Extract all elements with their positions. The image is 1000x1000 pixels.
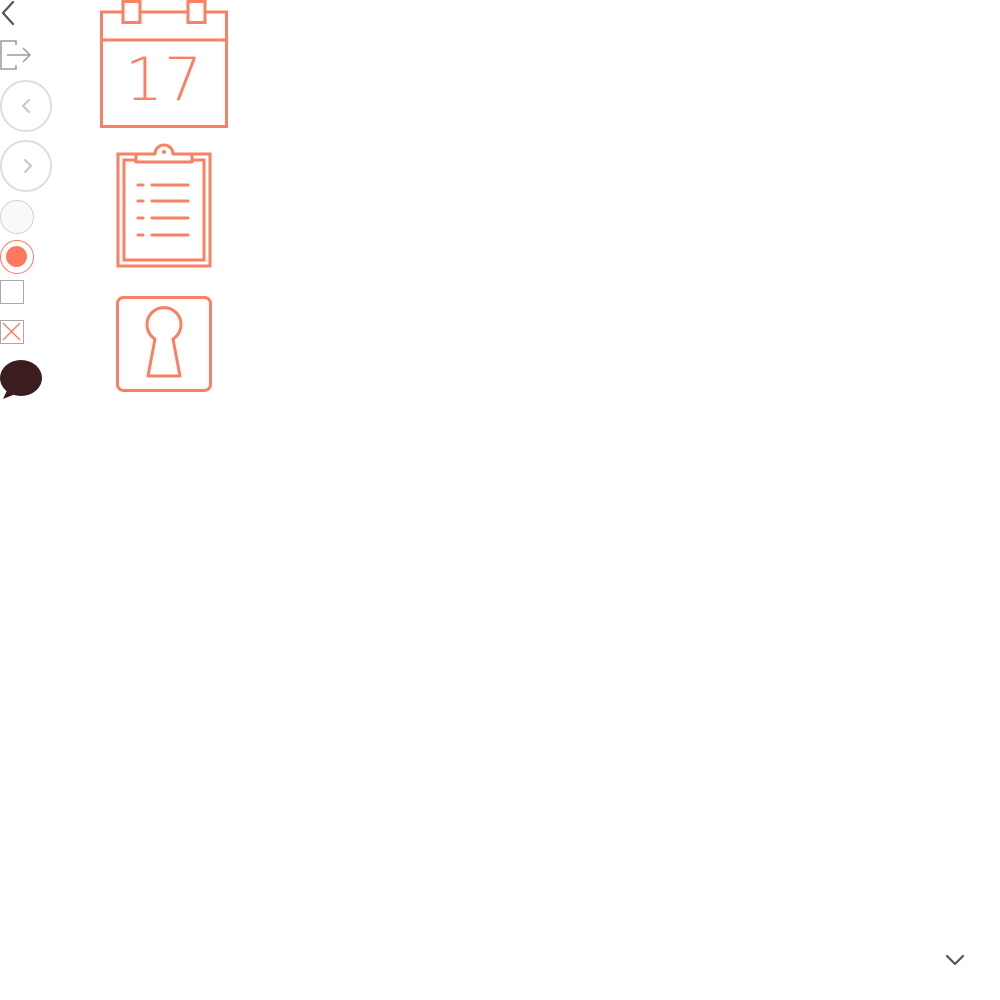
clipboard-feature bbox=[116, 140, 212, 268]
radio-checked[interactable] bbox=[0, 240, 34, 274]
logout-button[interactable] bbox=[0, 40, 34, 70]
logout-icon bbox=[0, 40, 34, 70]
chevron-left-icon bbox=[0, 0, 20, 26]
speech-bubble-icon bbox=[0, 360, 44, 402]
checkbox-unchecked[interactable] bbox=[0, 280, 24, 304]
back-button[interactable] bbox=[0, 0, 20, 26]
chevron-right-icon bbox=[2, 142, 50, 190]
scroll-down-button[interactable] bbox=[944, 950, 966, 970]
next-button[interactable] bbox=[0, 140, 52, 192]
chat-button[interactable] bbox=[0, 360, 44, 402]
lock-feature bbox=[116, 296, 212, 392]
clipboard-list-icon bbox=[116, 140, 212, 268]
keyhole-icon bbox=[116, 296, 212, 392]
checkbox-crossed[interactable] bbox=[0, 320, 24, 344]
prev-button[interactable] bbox=[0, 80, 52, 132]
calendar-day-number: 17 bbox=[100, 50, 228, 110]
chevron-down-icon bbox=[944, 950, 966, 970]
calendar-feature: 17 bbox=[100, 0, 228, 128]
radio-dot bbox=[6, 246, 27, 267]
chevron-left-icon bbox=[2, 82, 50, 130]
radio-unchecked[interactable] bbox=[0, 200, 34, 234]
cross-icon bbox=[1, 321, 22, 342]
